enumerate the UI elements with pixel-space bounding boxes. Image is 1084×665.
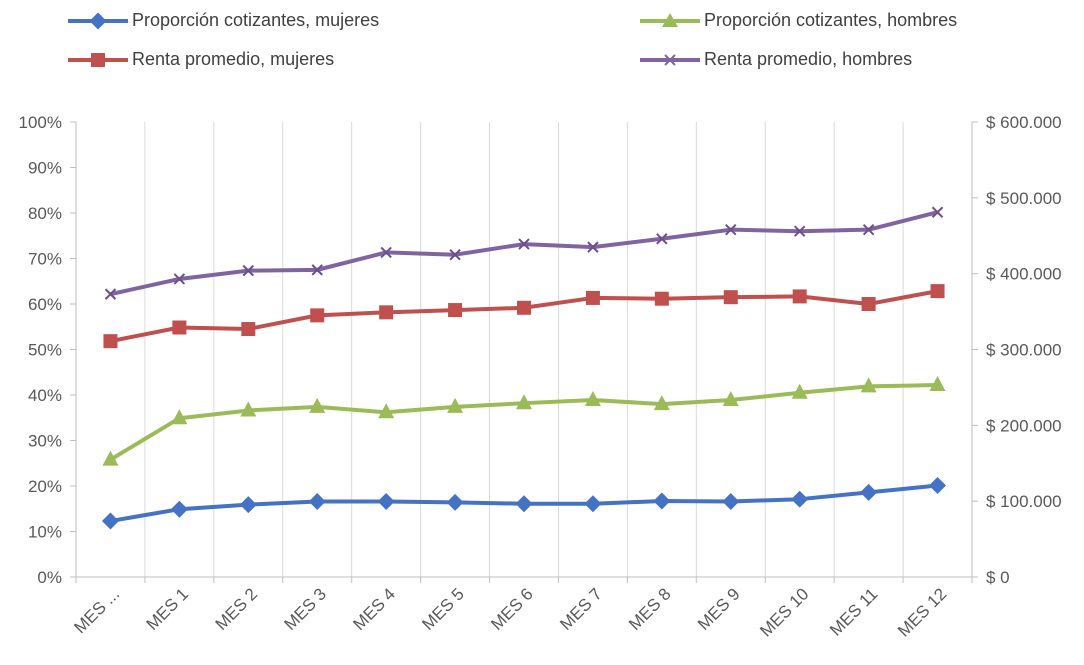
x-tick-label: MES 11 (826, 584, 881, 639)
y-left-tick-label: 70% (28, 250, 62, 269)
y-right-tick-label: $ 500.000 (986, 189, 1062, 208)
y-left-tick-label: 20% (28, 477, 62, 496)
legend-item-mujeres-proporcion: Proporción cotizantes, mujeres (68, 10, 379, 31)
data-point (793, 225, 806, 237)
legend-label: Proporción cotizantes, mujeres (132, 10, 380, 30)
data-point (791, 490, 809, 508)
legend-item-mujeres-renta: Renta promedio, mujeres (68, 49, 334, 70)
data-point (585, 290, 600, 305)
y-left-tick-label: 100% (19, 113, 62, 132)
data-point (931, 206, 944, 218)
data-point (104, 288, 117, 300)
data-point (449, 249, 461, 261)
legend-marker-x (640, 53, 700, 66)
data-point (378, 403, 395, 419)
data-point (240, 401, 257, 417)
data-point (241, 322, 256, 337)
x-tick-label: MES 8 (625, 584, 675, 634)
data-point (102, 450, 119, 466)
x-tick-label: MES 1 (143, 584, 193, 634)
legend-marker-square (68, 52, 128, 67)
data-point (308, 492, 326, 510)
data-point (517, 300, 531, 315)
data-point (101, 512, 119, 530)
data-point (725, 223, 737, 236)
data-point (722, 391, 739, 407)
data-point (447, 397, 464, 413)
x-tick-label: MES 4 (349, 584, 399, 634)
data-point (860, 377, 877, 393)
y-right-tick-label: $ 200.000 (986, 416, 1062, 435)
data-point (861, 297, 876, 311)
y-right-tick-label: $ 400.000 (986, 265, 1062, 284)
data-point (930, 284, 945, 299)
data-point (516, 394, 532, 410)
data-point (653, 492, 671, 510)
legend-label: Proporción cotizantes, hombres (704, 10, 958, 30)
data-point (446, 493, 464, 511)
y-right-tick-label: $ 600.000 (986, 113, 1062, 132)
data-point (929, 477, 947, 495)
data-point (515, 495, 533, 513)
y-left-tick-label: 80% (28, 204, 62, 223)
data-point (172, 320, 187, 335)
y-right-tick-label: $ 100.000 (986, 492, 1062, 511)
data-point (860, 483, 878, 501)
data-point (722, 492, 740, 510)
data-point (587, 241, 599, 253)
x-tick-label: MES 6 (487, 584, 537, 634)
data-point (654, 291, 669, 306)
x-tick-label: MES ... (70, 584, 123, 637)
data-point (379, 305, 394, 320)
legend-label: Renta promedio, hombres (704, 49, 913, 69)
data-point (171, 409, 188, 425)
y-left-tick-label: 40% (28, 386, 62, 405)
y-left-tick-label: 50% (28, 341, 62, 360)
y-left-tick-label: 0% (37, 568, 62, 587)
data-point (242, 264, 255, 277)
x-tick-label: MES 2 (212, 584, 262, 634)
y-left-tick-label: 60% (28, 295, 62, 314)
y-left-tick-label: 30% (28, 432, 62, 451)
data-point (584, 495, 602, 513)
y-left-tick-label: 10% (28, 523, 62, 542)
data-point (792, 289, 807, 304)
x-tick-label: MES 12 (894, 584, 950, 640)
series-line (110, 289, 938, 344)
data-point (309, 397, 326, 413)
data-point (929, 375, 946, 391)
legend-marker-diamond (68, 12, 128, 29)
y-left-tick-label: 90% (28, 159, 62, 178)
x-tick-label: MES 10 (756, 584, 812, 640)
data-point (518, 238, 530, 250)
data-point (723, 290, 738, 305)
data-point (103, 334, 118, 349)
data-point (311, 264, 323, 276)
series-line (110, 210, 939, 297)
x-tick-label: MES 7 (556, 584, 606, 634)
y-right-tick-label: $ 300.000 (986, 341, 1062, 360)
data-point (239, 496, 257, 514)
data-point (656, 233, 668, 245)
data-point (791, 383, 808, 399)
data-point (653, 395, 670, 411)
data-point (170, 500, 188, 518)
x-tick-label: MES 9 (694, 584, 744, 634)
data-point (448, 303, 463, 318)
data-point (310, 308, 325, 323)
legend-item-hombres-renta: Renta promedio, hombres (640, 49, 912, 70)
x-tick-label: MES 5 (418, 584, 468, 634)
data-point (377, 492, 395, 510)
y-right-tick-label: $ 0 (986, 568, 1010, 587)
legend-label: Renta promedio, mujeres (132, 49, 335, 69)
data-point (584, 391, 601, 407)
data-point (380, 246, 392, 259)
legend-item-hombres-proporcion: Proporción cotizantes, hombres (640, 10, 957, 31)
data-point (173, 273, 186, 285)
legend-marker-triangle (640, 12, 700, 27)
x-tick-label: MES 3 (281, 584, 331, 634)
data-point (862, 223, 875, 236)
